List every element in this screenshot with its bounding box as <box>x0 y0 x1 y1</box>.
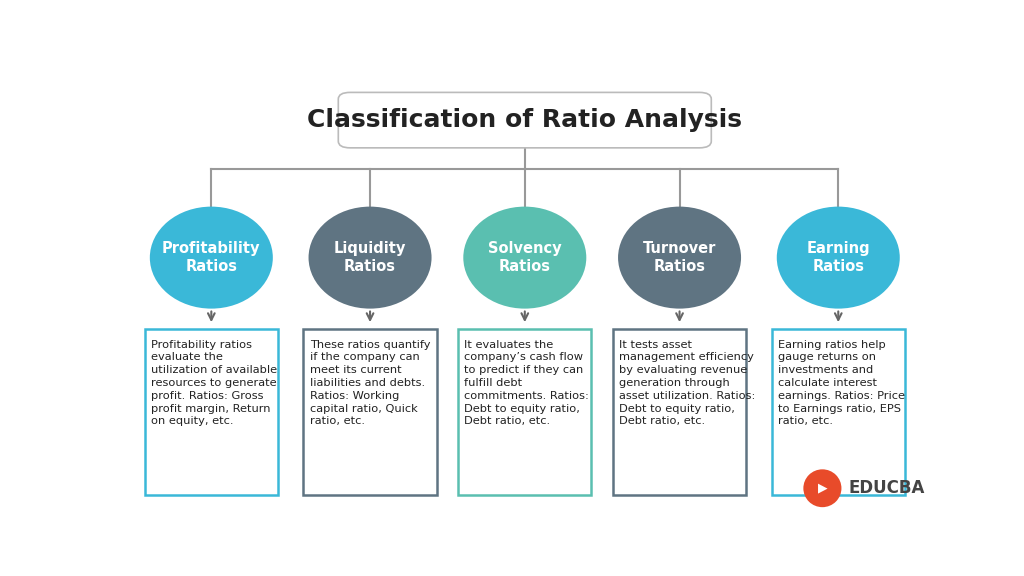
FancyBboxPatch shape <box>338 92 712 148</box>
Ellipse shape <box>150 207 272 309</box>
Text: Profitability ratios
evaluate the
utilization of available
resources to generate: Profitability ratios evaluate the utiliz… <box>151 340 278 426</box>
Ellipse shape <box>308 207 431 309</box>
Text: Turnover
Ratios: Turnover Ratios <box>643 241 716 274</box>
Ellipse shape <box>463 207 587 309</box>
FancyBboxPatch shape <box>772 328 905 495</box>
Text: ▶: ▶ <box>817 482 827 495</box>
Text: Solvency
Ratios: Solvency Ratios <box>488 241 561 274</box>
Text: Earning ratios help
gauge returns on
investments and
calculate interest
earnings: Earning ratios help gauge returns on inv… <box>778 340 905 426</box>
FancyBboxPatch shape <box>144 328 278 495</box>
FancyBboxPatch shape <box>303 328 436 495</box>
FancyBboxPatch shape <box>613 328 746 495</box>
Text: It tests asset
management efficiency
by evaluating revenue
generation through
as: It tests asset management efficiency by … <box>620 340 756 426</box>
Ellipse shape <box>804 469 842 507</box>
Text: EDUCBA: EDUCBA <box>849 479 925 497</box>
Text: It evaluates the
company’s cash flow
to predict if they can
fulfill debt
commitm: It evaluates the company’s cash flow to … <box>465 340 590 426</box>
FancyBboxPatch shape <box>458 328 592 495</box>
Text: Classification of Ratio Analysis: Classification of Ratio Analysis <box>307 108 742 132</box>
Text: Earning
Ratios: Earning Ratios <box>807 241 870 274</box>
Ellipse shape <box>777 207 900 309</box>
Ellipse shape <box>618 207 741 309</box>
Text: These ratios quantify
if the company can
meet its current
liabilities and debts.: These ratios quantify if the company can… <box>309 340 430 426</box>
Text: Liquidity
Ratios: Liquidity Ratios <box>334 241 407 274</box>
Text: Profitability
Ratios: Profitability Ratios <box>162 241 260 274</box>
